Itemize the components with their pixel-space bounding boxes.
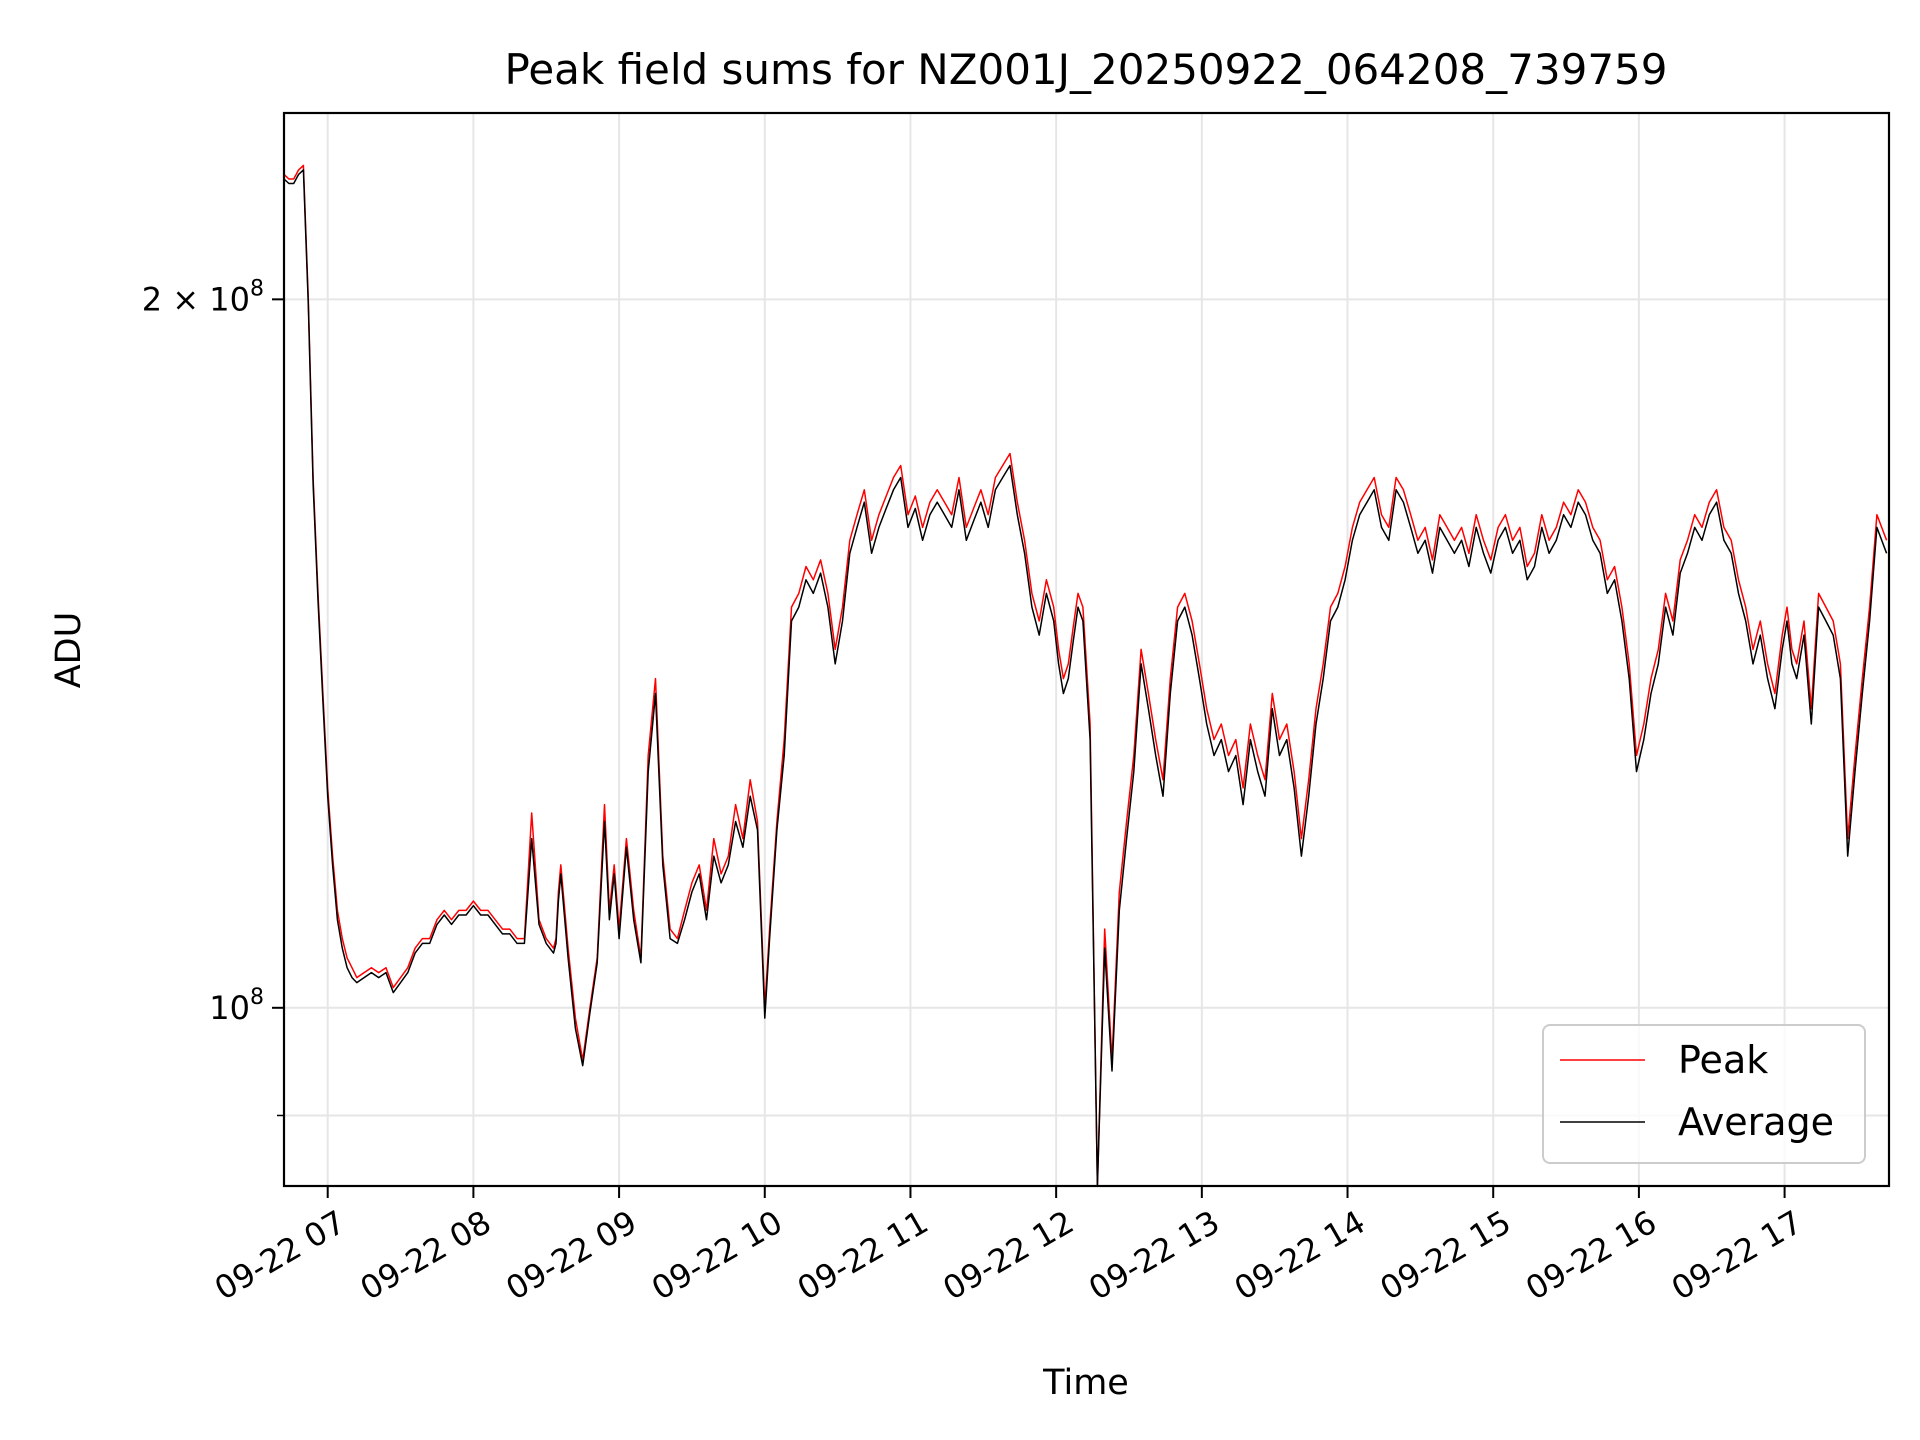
series-peak-line bbox=[283, 164, 1888, 1187]
series-average-line bbox=[283, 169, 1888, 1187]
legend-label-average: Average bbox=[1678, 1100, 1834, 1144]
chart-title: Peak field sums for NZ001J_20250922_0642… bbox=[505, 45, 1668, 94]
legend-label-peak: Peak bbox=[1678, 1038, 1768, 1082]
series-lines bbox=[283, 164, 1888, 1187]
x-axis-label: Time bbox=[1042, 1363, 1129, 1403]
y-tick-label: 108 bbox=[209, 985, 264, 1027]
y-axis-label: ADU bbox=[49, 612, 89, 689]
grid-lines bbox=[284, 113, 1889, 1186]
y-axis-ticks: 108 2 × 108 bbox=[142, 276, 284, 1117]
y-tick-label: 2 × 108 bbox=[142, 276, 264, 318]
plot-frame bbox=[282, 111, 1891, 1188]
legend: Peak Average bbox=[1542, 1024, 1866, 1164]
